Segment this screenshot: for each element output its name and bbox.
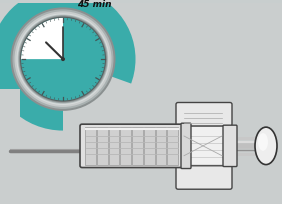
Bar	[120, 127, 131, 165]
Bar	[155, 127, 166, 165]
Circle shape	[10, 7, 116, 111]
Circle shape	[21, 17, 105, 101]
Circle shape	[17, 14, 109, 104]
Ellipse shape	[255, 127, 277, 165]
Bar	[109, 127, 119, 165]
Bar	[0, 3, 282, 13]
FancyBboxPatch shape	[223, 125, 237, 166]
Bar	[97, 127, 107, 165]
Bar	[0, 89, 20, 167]
Circle shape	[0, 0, 135, 131]
Bar	[85, 127, 96, 165]
Circle shape	[19, 16, 107, 102]
FancyBboxPatch shape	[80, 124, 184, 167]
Circle shape	[18, 15, 108, 103]
Circle shape	[61, 57, 65, 61]
Bar	[144, 127, 155, 165]
Text: 45 min: 45 min	[77, 0, 111, 9]
Circle shape	[12, 9, 113, 109]
Bar	[132, 127, 143, 165]
Circle shape	[17, 13, 109, 105]
FancyBboxPatch shape	[181, 123, 191, 169]
FancyBboxPatch shape	[183, 126, 229, 166]
FancyBboxPatch shape	[176, 102, 232, 126]
Bar	[167, 127, 178, 165]
Circle shape	[14, 11, 111, 107]
Ellipse shape	[258, 133, 268, 151]
Wedge shape	[63, 59, 136, 135]
FancyBboxPatch shape	[176, 166, 232, 189]
Wedge shape	[21, 18, 63, 59]
